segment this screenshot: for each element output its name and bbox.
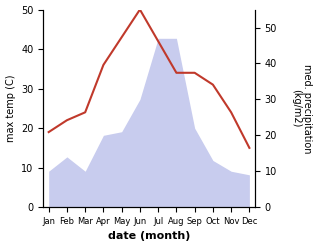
Y-axis label: med. precipitation
(kg/m2): med. precipitation (kg/m2) <box>291 64 313 153</box>
X-axis label: date (month): date (month) <box>108 231 190 242</box>
Y-axis label: max temp (C): max temp (C) <box>5 75 16 142</box>
